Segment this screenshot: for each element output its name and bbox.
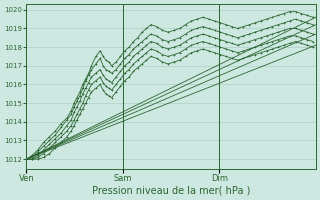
- X-axis label: Pression niveau de la mer( hPa ): Pression niveau de la mer( hPa ): [92, 186, 250, 196]
